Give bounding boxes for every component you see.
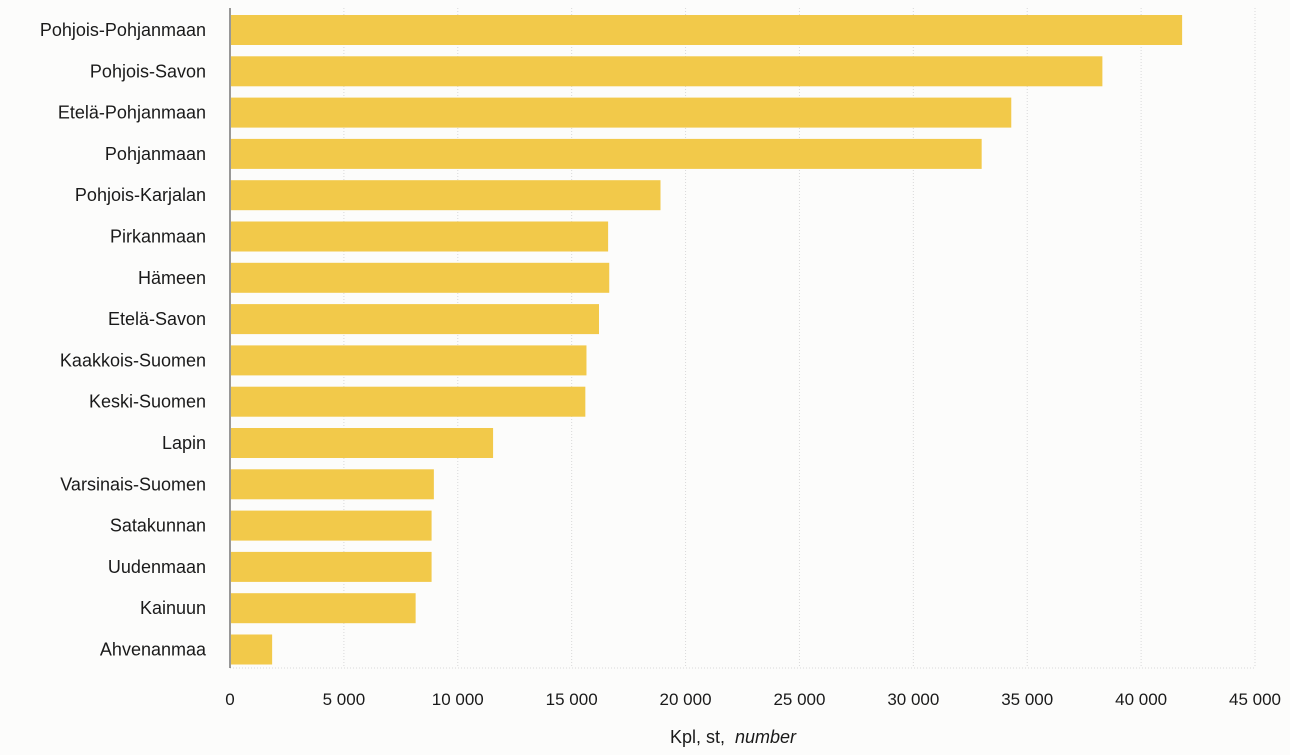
category-label: Pohjanmaan: [105, 144, 206, 164]
bar: [231, 180, 661, 211]
bar: [231, 97, 1012, 128]
bar: [231, 345, 587, 376]
bar: [231, 634, 273, 665]
category-label: Uudenmaan: [108, 557, 206, 577]
category-label: Keski-Suomen: [89, 392, 206, 412]
category-label: Pohjois-Karjalan: [75, 185, 206, 205]
category-label: Hämeen: [138, 268, 206, 288]
category-label: Pohjois-Pohjanmaan: [40, 20, 206, 40]
category-label: Satakunnan: [110, 516, 206, 536]
bar: [231, 262, 610, 293]
bar: [231, 469, 434, 500]
category-label: Kaakkois-Suomen: [60, 350, 206, 370]
category-label: Lapin: [162, 433, 206, 453]
bar: [231, 386, 586, 417]
x-axis-label-main: Kpl, st,: [670, 727, 725, 747]
x-tick-label: 10 000: [432, 690, 484, 709]
category-labels: Pohjois-Pohjanmaan Pohjois-Savon Etelä-Poh…: [40, 20, 207, 660]
bar: [231, 510, 432, 541]
bars: [231, 15, 1183, 665]
x-tick-labels: 0 5 000 10 000 15 000 20 000 25 000 30 000 35 0…: [225, 690, 1281, 709]
category-label: Pirkanmaan: [110, 227, 206, 247]
x-tick-label: 45 000: [1229, 690, 1281, 709]
category-label: Ahvenanmaa: [100, 640, 207, 660]
gridlines: [230, 8, 1256, 669]
category-label: Etelä-Pohjanmaan: [58, 103, 206, 123]
bar: [231, 138, 982, 169]
bar: [231, 593, 416, 624]
bar: [231, 15, 1183, 45]
x-tick-label: 0: [225, 690, 234, 709]
x-axis-label: Kpl, st, number: [670, 727, 797, 747]
x-tick-label: 25 000: [773, 690, 825, 709]
category-label: Varsinais-Suomen: [60, 474, 206, 494]
category-label: Pohjois-Savon: [90, 61, 206, 81]
x-tick-label: 35 000: [1001, 690, 1053, 709]
x-tick-label: 20 000: [660, 690, 712, 709]
bar: [231, 304, 599, 335]
bar: [231, 221, 609, 252]
category-label: Etelä-Savon: [108, 309, 206, 329]
x-tick-label: 30 000: [887, 690, 939, 709]
x-axis-label-italic: number: [735, 727, 797, 747]
x-tick-label: 15 000: [546, 690, 598, 709]
bar: [231, 551, 432, 582]
bar: [231, 428, 494, 458]
x-tick-label: 5 000: [323, 690, 366, 709]
x-tick-label: 40 000: [1115, 690, 1167, 709]
category-label: Kainuun: [140, 598, 206, 618]
bar: [231, 56, 1103, 87]
